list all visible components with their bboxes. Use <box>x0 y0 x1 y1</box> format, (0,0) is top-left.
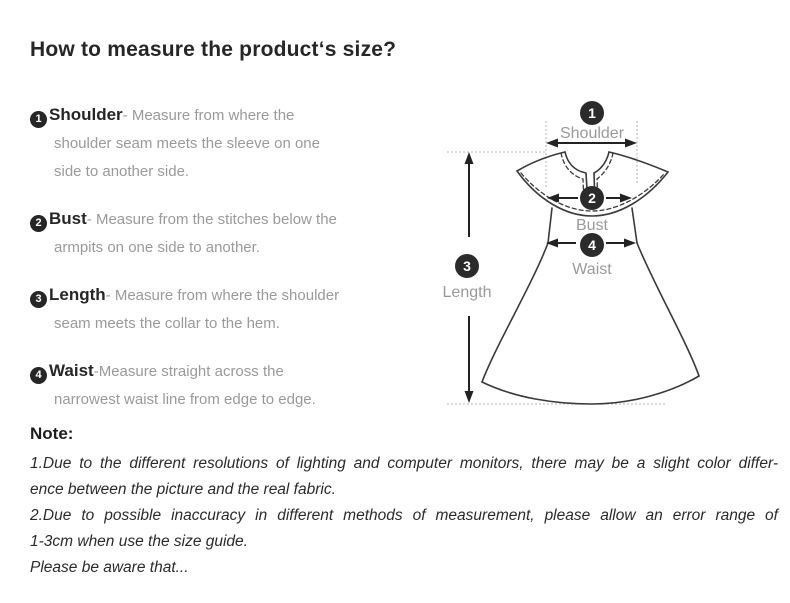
item-desc: - Measure from where the <box>122 107 295 124</box>
instruction-bust: 2 Bust- Measure from the stitches below t… <box>30 205 422 262</box>
dress-diagram: 1 Shoulder 2 Bust 4 Waist 3 Length <box>443 101 700 405</box>
note-line: 2.Due to possible inaccuracy in differen… <box>30 507 778 524</box>
bust-badge <box>580 186 604 210</box>
measurement-instructions: 1 Shoulder- Measure from where the should… <box>30 101 422 433</box>
marker-shoulder: 1 Shoulder <box>560 101 625 142</box>
waist-badge-number: 4 <box>588 237 596 253</box>
instruction-line: 2 Bust- Measure from the stitches below t… <box>30 205 422 234</box>
guide-lines <box>447 121 665 405</box>
item-label: Bust <box>49 209 87 228</box>
shoulder-diagram-label: Shoulder <box>560 125 625 142</box>
item-label: Shoulder <box>49 105 123 124</box>
waist-badge <box>580 233 604 257</box>
marker-length: 3 Length <box>443 254 492 301</box>
waist-diagram-label: Waist <box>572 261 612 278</box>
instruction-line: 4 Waist-Measure straight across the <box>30 357 422 386</box>
instruction-line: shoulder seam meets the sleeve on one <box>54 135 320 152</box>
shoulder-badge <box>580 101 604 125</box>
length-badge-number: 3 <box>463 258 471 274</box>
length-badge <box>455 254 479 278</box>
item-label: Length <box>49 285 106 304</box>
page-title: How to measure the product‘s size? <box>30 38 397 61</box>
marker-waist: 4 Waist <box>572 233 612 278</box>
length-arrow <box>464 152 474 403</box>
note-line: 1-3cm when use the size guide. <box>30 533 248 550</box>
note-section: Note: 1.Due to the different resolutions… <box>30 424 778 581</box>
instruction-line: 1 Shoulder- Measure from where the <box>30 101 422 130</box>
bust-badge-number: 2 <box>588 190 596 206</box>
item-desc: -Measure straight across the <box>93 363 284 380</box>
waist-arrow <box>546 238 636 248</box>
item-number-badge: 1 <box>30 111 47 128</box>
shoulder-badge-number: 1 <box>588 105 596 121</box>
instruction-length: 3 Length- Measure from where the shoulder… <box>30 281 422 338</box>
dress-outline <box>481 151 700 405</box>
item-number-badge: 3 <box>30 291 47 308</box>
bust-arrow <box>547 193 632 203</box>
note-line: Please be aware that... <box>30 559 189 576</box>
item-desc: - Measure from where the shoulder <box>105 287 340 304</box>
item-desc: - Measure from the stitches below the <box>86 211 337 228</box>
item-label: Waist <box>49 361 94 380</box>
instruction-shoulder: 1 Shoulder- Measure from where the should… <box>30 101 422 186</box>
instruction-waist: 4 Waist-Measure straight across the narro… <box>30 357 422 414</box>
length-diagram-label: Length <box>443 284 492 301</box>
bust-diagram-label: Bust <box>576 217 609 234</box>
item-number-badge: 4 <box>30 367 47 384</box>
shoulder-arrow <box>546 138 637 148</box>
instruction-line: armpits on one side to another. <box>54 239 260 256</box>
note-heading: Note: <box>30 424 74 443</box>
instruction-line: narrowest waist line from edge to edge. <box>54 391 316 408</box>
instruction-line: 3 Length- Measure from where the shoulder <box>30 281 422 310</box>
note-line: 1.Due to the different resolutions of li… <box>30 455 778 472</box>
note-line: ence between the picture and the real fa… <box>30 481 336 498</box>
item-number-badge: 2 <box>30 215 47 232</box>
instruction-line: seam meets the collar to the hem. <box>54 315 280 332</box>
instruction-line: side to another side. <box>54 163 190 180</box>
marker-bust: 2 Bust <box>576 186 609 234</box>
